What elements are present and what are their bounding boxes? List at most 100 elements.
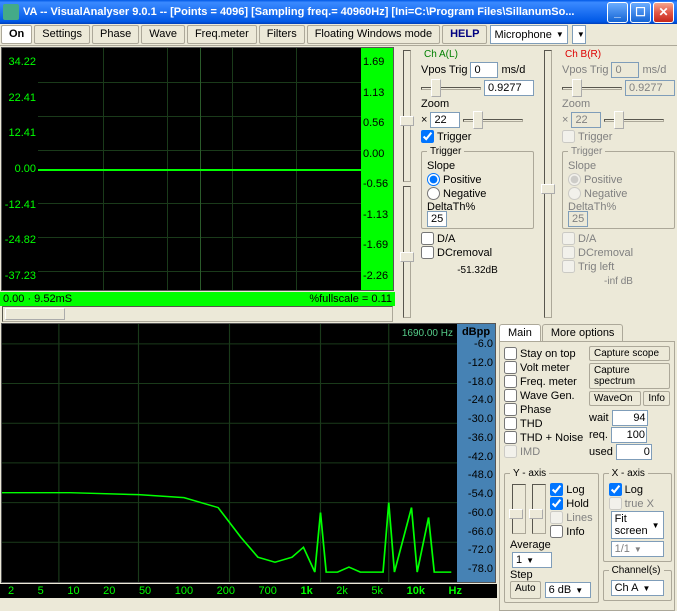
trigger-check[interactable] bbox=[421, 130, 434, 143]
dropdown-arrow-icon: ▼ bbox=[556, 30, 564, 39]
xtick: 100 bbox=[175, 585, 193, 597]
xtick: 20 bbox=[103, 585, 115, 597]
ytick: 22.41 bbox=[4, 92, 36, 104]
oscope-scrollbar[interactable] bbox=[2, 306, 393, 322]
check-label: THD bbox=[520, 418, 543, 430]
info-check[interactable] bbox=[550, 525, 563, 538]
ytick: -24.82 bbox=[4, 234, 36, 246]
on-button[interactable]: On bbox=[1, 25, 32, 44]
delta-field[interactable]: 25 bbox=[427, 211, 447, 227]
positive-label: Positive bbox=[584, 174, 623, 186]
lines-check bbox=[550, 511, 563, 524]
ytick: -37.23 bbox=[4, 270, 36, 282]
capture-scope-button[interactable]: Capture scope bbox=[589, 346, 670, 361]
channels-legend: Channel(s) bbox=[609, 565, 664, 576]
zoom-slider[interactable] bbox=[463, 111, 523, 129]
wait-field[interactable]: 94 bbox=[612, 410, 648, 426]
log-check[interactable] bbox=[550, 483, 563, 496]
da-label: D/A bbox=[578, 233, 596, 245]
y-slider-1[interactable] bbox=[512, 484, 526, 534]
oscope-time-range: 0.00 · 9.52mS bbox=[3, 293, 309, 305]
close-button[interactable]: ✕ bbox=[653, 2, 674, 23]
thd-check[interactable] bbox=[504, 417, 517, 430]
xlog-check[interactable] bbox=[609, 483, 622, 496]
phase-button[interactable]: Phase bbox=[92, 25, 139, 44]
xtick: 2k bbox=[336, 585, 348, 597]
positive-radio[interactable] bbox=[427, 173, 440, 186]
ytick: -60.0 bbox=[457, 507, 495, 526]
floating-windows-button[interactable]: Floating Windows mode bbox=[307, 25, 440, 44]
zoom-field[interactable]: 22 bbox=[430, 112, 460, 128]
ytick: -30.0 bbox=[457, 413, 495, 432]
avg-dropdown[interactable]: 1▼ bbox=[512, 552, 552, 568]
ytick: 34.22 bbox=[4, 56, 36, 68]
check-label: Volt meter bbox=[520, 362, 570, 374]
tab-more-options[interactable]: More options bbox=[542, 324, 624, 341]
xtick: 2 bbox=[8, 585, 14, 597]
ytick: -6.0 bbox=[457, 338, 495, 357]
ytick: 1.69 bbox=[363, 56, 391, 68]
tab-main[interactable]: Main bbox=[499, 324, 541, 341]
req-field[interactable]: 100 bbox=[611, 427, 647, 443]
ms-slider[interactable] bbox=[421, 79, 481, 97]
waveon-button[interactable]: WaveOn bbox=[589, 391, 641, 406]
y-slider-2[interactable] bbox=[532, 484, 546, 534]
maximize-button[interactable]: ☐ bbox=[630, 2, 651, 23]
capture-spectrum-button[interactable]: Capture spectrum bbox=[589, 363, 670, 389]
ytick: -2.26 bbox=[363, 270, 391, 282]
negative-label: Negative bbox=[443, 188, 486, 200]
trigger-group: Trigger Slope Positive Negative DeltaTh%… bbox=[562, 146, 675, 229]
info-button[interactable]: Info bbox=[643, 391, 670, 406]
minimize-button[interactable]: _ bbox=[607, 2, 628, 23]
wave-button[interactable]: Wave bbox=[141, 25, 185, 44]
filters-button[interactable]: Filters bbox=[259, 25, 305, 44]
msd-field: 0 bbox=[611, 62, 639, 78]
ytick: 0.56 bbox=[363, 117, 391, 129]
phase-check[interactable] bbox=[504, 403, 517, 416]
chevron-down-icon: ▼ bbox=[575, 586, 583, 595]
app-icon bbox=[3, 4, 19, 20]
msd-unit: ms/d bbox=[501, 64, 525, 76]
negative-radio[interactable] bbox=[427, 187, 440, 200]
check-label: THD + Noise bbox=[520, 432, 583, 444]
side-panels: Main More options Stay on top Volt meter… bbox=[497, 322, 677, 598]
trigger-chk-label: Trigger bbox=[437, 131, 471, 143]
vpos-slider-a[interactable] bbox=[403, 50, 411, 182]
extra-dropdown[interactable]: ▼ bbox=[572, 25, 586, 44]
da-check[interactable] bbox=[421, 232, 434, 245]
volt-meter-check[interactable] bbox=[504, 361, 517, 374]
check-label: Wave Gen. bbox=[520, 390, 575, 402]
ytick: -48.0 bbox=[457, 469, 495, 488]
msd-field[interactable]: 0 bbox=[470, 62, 498, 78]
help-button[interactable]: HELP bbox=[442, 25, 487, 44]
settings-button[interactable]: Settings bbox=[34, 25, 90, 44]
trigger-check bbox=[562, 130, 575, 143]
oscope-yaxis-left: 34.22 22.41 12.41 0.00 -12.41 -24.82 -37… bbox=[2, 48, 38, 290]
input-device-value: Microphone bbox=[494, 29, 551, 41]
auto-button[interactable]: Auto bbox=[510, 581, 541, 599]
ytick: -36.0 bbox=[457, 432, 495, 451]
trigleft-label: Trig left bbox=[578, 261, 614, 273]
hold-check[interactable] bbox=[550, 497, 563, 510]
ytick: -66.0 bbox=[457, 526, 495, 545]
fit-dropdown[interactable]: Fit screen▼ bbox=[611, 511, 664, 539]
ch-a-label: Ch A(L) bbox=[421, 48, 534, 61]
xtick: 10k bbox=[407, 585, 425, 597]
trig-slider-a[interactable] bbox=[403, 186, 411, 318]
chevron-down-icon: ▼ bbox=[642, 584, 650, 593]
channel-dropdown[interactable]: Ch A▼ bbox=[611, 580, 664, 596]
db-readout-a: -51.32dB bbox=[421, 263, 534, 278]
negative-radio bbox=[568, 187, 581, 200]
stay-on-top-check[interactable] bbox=[504, 347, 517, 360]
dcremoval-check[interactable] bbox=[421, 246, 434, 259]
wave-gen-check[interactable] bbox=[504, 389, 517, 402]
input-device-dropdown[interactable]: Microphone ▼ bbox=[490, 25, 567, 44]
chevron-down-icon: ▼ bbox=[526, 556, 534, 565]
freqmeter-button[interactable]: Freq.meter bbox=[187, 25, 257, 44]
check-label: Phase bbox=[520, 404, 551, 416]
step-dropdown[interactable]: 6 dB▼ bbox=[545, 582, 591, 598]
value-field[interactable]: 0.9277 bbox=[484, 80, 534, 96]
thd-noise-check[interactable] bbox=[504, 431, 517, 444]
dcr-label: DCremoval bbox=[437, 247, 492, 259]
freq-meter-check[interactable] bbox=[504, 375, 517, 388]
